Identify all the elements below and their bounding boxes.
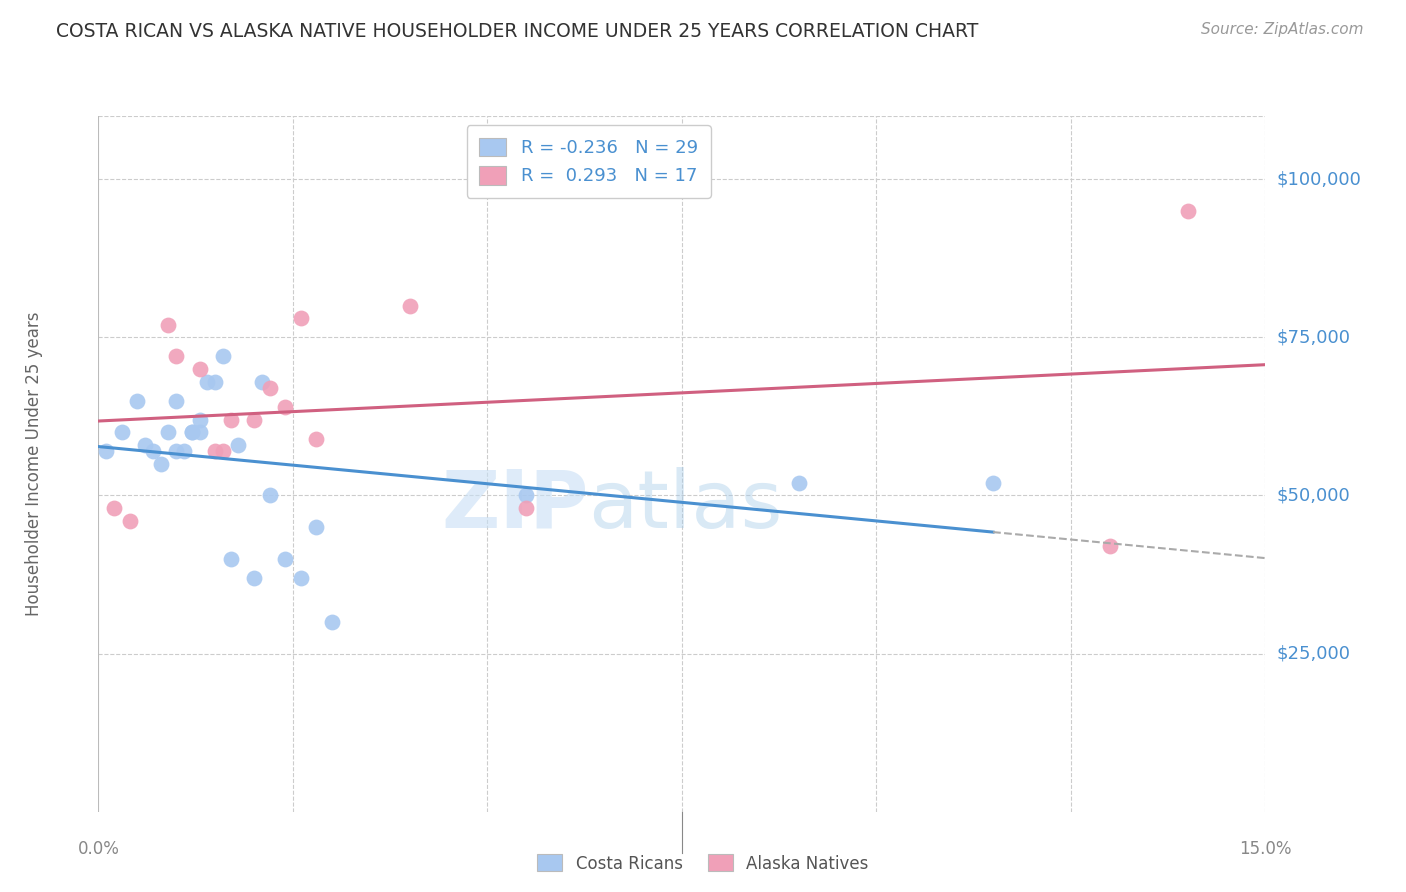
Point	[212, 444, 235, 458]
Point	[180, 425, 202, 440]
Point	[173, 444, 195, 458]
Point	[204, 375, 226, 389]
Text: atlas: atlas	[589, 467, 783, 545]
Point	[212, 349, 235, 363]
Point	[188, 412, 211, 426]
Point	[250, 375, 273, 389]
Point	[111, 425, 134, 440]
Text: 0.0%: 0.0%	[77, 839, 120, 857]
Point	[157, 318, 180, 332]
Point	[305, 520, 328, 534]
Point	[118, 514, 141, 528]
Point	[274, 551, 297, 566]
Point	[165, 349, 187, 363]
Point	[188, 362, 211, 376]
Point	[228, 438, 250, 452]
Text: $50,000: $50,000	[1277, 486, 1350, 505]
Point	[165, 393, 187, 408]
Point	[259, 381, 281, 395]
Text: COSTA RICAN VS ALASKA NATIVE HOUSEHOLDER INCOME UNDER 25 YEARS CORRELATION CHART: COSTA RICAN VS ALASKA NATIVE HOUSEHOLDER…	[56, 22, 979, 41]
Point	[157, 425, 180, 440]
Point	[142, 444, 165, 458]
Point	[1098, 539, 1121, 553]
Point	[204, 444, 226, 458]
Point	[243, 571, 266, 585]
Point	[515, 501, 537, 516]
Point	[290, 311, 312, 326]
Point	[259, 488, 281, 502]
Point	[127, 393, 149, 408]
Point	[290, 571, 312, 585]
Point	[103, 501, 125, 516]
Text: $25,000: $25,000	[1277, 645, 1351, 663]
Point	[219, 412, 242, 426]
Point	[321, 615, 343, 629]
Point	[305, 432, 328, 446]
Point	[96, 444, 118, 458]
Point	[180, 425, 202, 440]
Point	[165, 444, 187, 458]
Point	[398, 299, 420, 313]
Text: $100,000: $100,000	[1277, 170, 1361, 188]
Text: Householder Income Under 25 years: Householder Income Under 25 years	[25, 311, 44, 616]
Point	[195, 375, 218, 389]
Legend: R = -0.236   N = 29, R =  0.293   N = 17: R = -0.236 N = 29, R = 0.293 N = 17	[467, 125, 710, 198]
Point	[219, 551, 242, 566]
Text: 15.0%: 15.0%	[1239, 839, 1292, 857]
Point	[134, 438, 156, 452]
Point	[243, 412, 266, 426]
Legend: Costa Ricans, Alaska Natives: Costa Ricans, Alaska Natives	[531, 847, 875, 880]
Point	[1177, 203, 1199, 218]
Point	[274, 400, 297, 414]
Text: ZIP: ZIP	[441, 467, 589, 545]
Point	[149, 457, 172, 471]
Text: Source: ZipAtlas.com: Source: ZipAtlas.com	[1201, 22, 1364, 37]
Point	[981, 475, 1004, 490]
Point	[787, 475, 810, 490]
Text: $75,000: $75,000	[1277, 328, 1351, 346]
Point	[515, 488, 537, 502]
Point	[188, 425, 211, 440]
